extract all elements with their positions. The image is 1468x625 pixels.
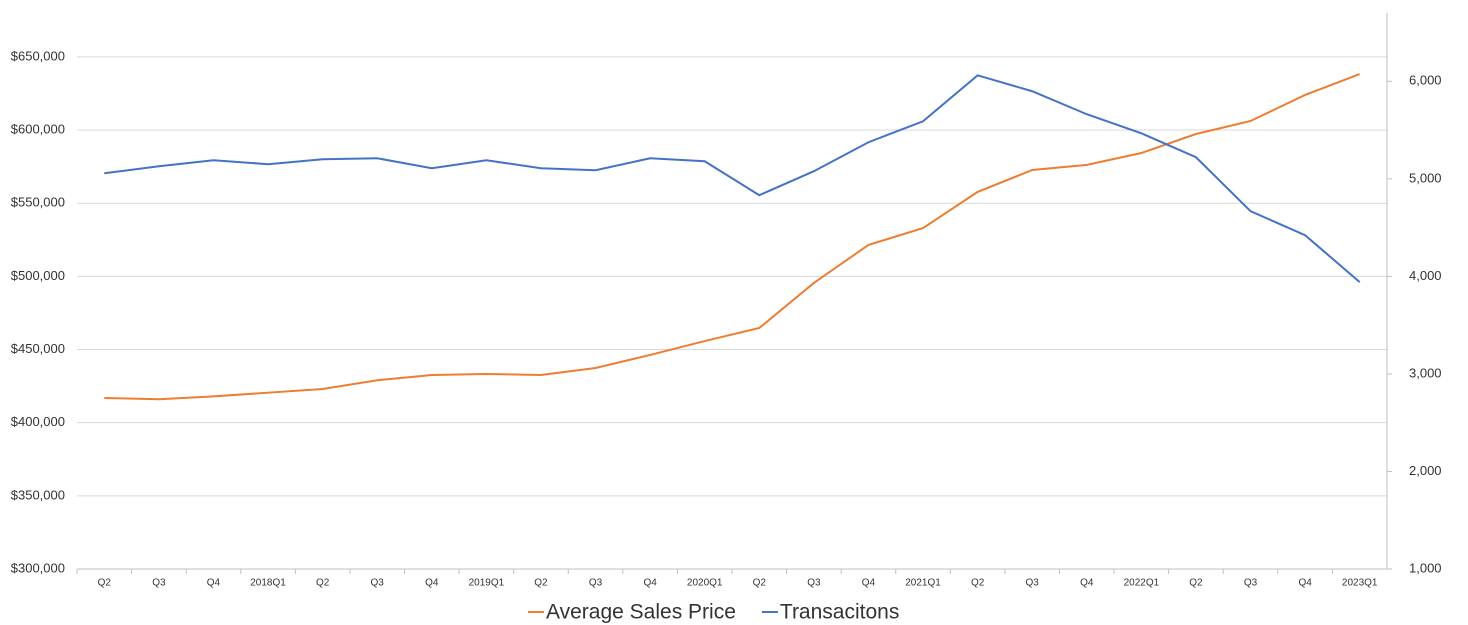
x-tick-label: Q3 bbox=[1244, 578, 1258, 589]
x-tick-label: Q2 bbox=[1189, 578, 1203, 589]
series-line bbox=[104, 73, 1361, 401]
x-tick-label: Q2 bbox=[534, 578, 548, 589]
x-tick-label: Q4 bbox=[1080, 578, 1094, 589]
x-tick-label: Q2 bbox=[753, 578, 767, 589]
x-tick-label: Q4 bbox=[862, 578, 876, 589]
y2-tick-label: 1,000 bbox=[1409, 560, 1442, 575]
x-tick-label: Q2 bbox=[98, 578, 112, 589]
x-tick-label: Q4 bbox=[643, 578, 657, 589]
y2-tick-label: 3,000 bbox=[1409, 365, 1442, 380]
y-tick-label: $650,000 bbox=[11, 48, 65, 63]
y-tick-label: $500,000 bbox=[11, 268, 65, 283]
x-tick-label: Q3 bbox=[371, 578, 385, 589]
y-tick-label: $550,000 bbox=[11, 195, 65, 210]
x-tick-label: 2022Q1 bbox=[1124, 578, 1160, 589]
x-tick-label: Q4 bbox=[1298, 578, 1312, 589]
y-tick-label: $600,000 bbox=[11, 121, 65, 136]
x-tick-label: 2018Q1 bbox=[250, 578, 286, 589]
x-tick-label: Q4 bbox=[207, 578, 221, 589]
x-tick-label: Q2 bbox=[316, 578, 330, 589]
y2-tick-label: 6,000 bbox=[1409, 73, 1442, 88]
y2-tick-label: 4,000 bbox=[1409, 268, 1442, 283]
series-line bbox=[104, 74, 1361, 283]
y-tick-label: $300,000 bbox=[11, 560, 65, 575]
y-tick-label: $400,000 bbox=[11, 414, 65, 429]
legend-label: Average Sales Price bbox=[546, 601, 736, 624]
x-tick-label: Q3 bbox=[807, 578, 821, 589]
y-tick-label: $450,000 bbox=[11, 341, 65, 356]
x-tick-label: Q3 bbox=[152, 578, 166, 589]
y-tick-label: $350,000 bbox=[11, 487, 65, 502]
x-tick-label: Q3 bbox=[589, 578, 603, 589]
x-tick-label: 2019Q1 bbox=[469, 578, 505, 589]
x-tick-label: Q4 bbox=[425, 578, 439, 589]
x-tick-label: 2023Q1 bbox=[1342, 578, 1378, 589]
y2-tick-label: 2,000 bbox=[1409, 463, 1442, 478]
legend-label: Transacitons bbox=[780, 601, 899, 624]
x-tick-label: 2021Q1 bbox=[905, 578, 941, 589]
y2-tick-label: 5,000 bbox=[1409, 170, 1442, 185]
x-tick-label: Q2 bbox=[971, 578, 985, 589]
x-tick-label: Q3 bbox=[1026, 578, 1040, 589]
x-tick-label: 2020Q1 bbox=[687, 578, 723, 589]
